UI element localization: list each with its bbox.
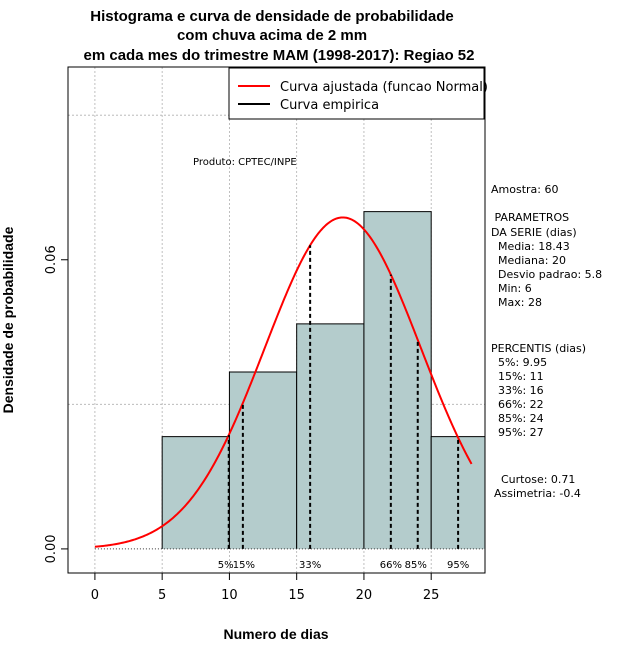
legend-label-empirical: Curva empirica <box>280 98 379 113</box>
legend-label-fitted: Curva ajustada (funcao Normal) <box>280 80 488 95</box>
x-tick-label-20: 20 <box>356 588 373 603</box>
histogram-bars <box>94 211 486 550</box>
chart-title-line-2: com chuva acima de 2 mm <box>177 27 367 44</box>
percentile-label-4: 85% <box>405 560 427 571</box>
x-tick-label-10: 10 <box>221 588 238 603</box>
normal-curve <box>94 216 473 548</box>
x-axis: 0 5 10 15 20 25 <box>91 572 440 603</box>
stats-min: Min: 6 <box>498 282 532 295</box>
percentile-label-2: 33% <box>299 560 321 571</box>
stats-p66: 66%: 22 <box>498 398 544 411</box>
histogram-bar-3 <box>363 211 432 549</box>
histogram-bar-1 <box>229 372 297 549</box>
histogram-bar-outline-3 <box>363 211 432 549</box>
stats-sd: Desvio padrao: 5.8 <box>498 268 602 281</box>
stats-percentis-header: PERCENTIS (dias) <box>491 342 586 355</box>
normal-curve-layer <box>94 216 473 548</box>
legend: Curva ajustada (funcao Normal) Curva emp… <box>228 67 488 120</box>
x-tick-label-5: 5 <box>158 588 166 603</box>
percentile-label-0: 5% <box>218 560 234 571</box>
y-axis-title: Densidade de probabilidade <box>0 226 16 413</box>
y-tick-label-0: 0.00 <box>44 534 59 563</box>
stats-p5: 5%: 9.95 <box>498 356 547 369</box>
percentile-label-5: 95% <box>447 560 469 571</box>
legend-box <box>228 67 485 120</box>
y-axis: 0.00 0.06 <box>44 245 69 563</box>
stats-p85: 85%: 24 <box>498 412 544 425</box>
chart-title-line-3: em cada mes do trimestre MAM (1998-2017)… <box>84 47 475 64</box>
percentile-lines: 5% 15% 33% 66% 85% 95% <box>218 245 469 571</box>
stats-skewness: Assimetria: -0.4 <box>494 487 581 500</box>
stats-kurtosis: Curtose: 0.71 <box>501 473 575 486</box>
chart-title-line-1: Histograma e curva de densidade de proba… <box>90 8 453 25</box>
stats-p33: 33%: 16 <box>498 384 544 397</box>
x-axis-title: Numero de dias <box>223 626 328 642</box>
x-tick-label-25: 25 <box>423 588 440 603</box>
stats-p95: 95%: 27 <box>498 426 544 439</box>
stats-panel: Amostra: 60 PARAMETROS DA SERIE (dias) M… <box>491 183 602 500</box>
x-tick-label-15: 15 <box>288 588 305 603</box>
stats-median: Mediana: 20 <box>498 254 566 267</box>
stats-sample: Amostra: 60 <box>491 183 558 196</box>
histogram-bar-2 <box>296 323 364 549</box>
stats-params-header-2: DA SERIE (dias) <box>491 226 577 239</box>
product-annotation: Produto: CPTEC/INPE <box>193 157 297 168</box>
stats-max: Max: 28 <box>498 296 542 309</box>
stats-mean: Media: 18.43 <box>498 240 570 253</box>
stats-params-header-1: PARAMETROS <box>491 211 569 224</box>
stats-p15: 15%: 11 <box>498 370 544 383</box>
percentile-label-1: 15% <box>233 560 255 571</box>
y-tick-label-1: 0.06 <box>44 245 59 274</box>
x-tick-label-0: 0 <box>91 588 99 603</box>
percentile-label-3: 66% <box>380 560 402 571</box>
